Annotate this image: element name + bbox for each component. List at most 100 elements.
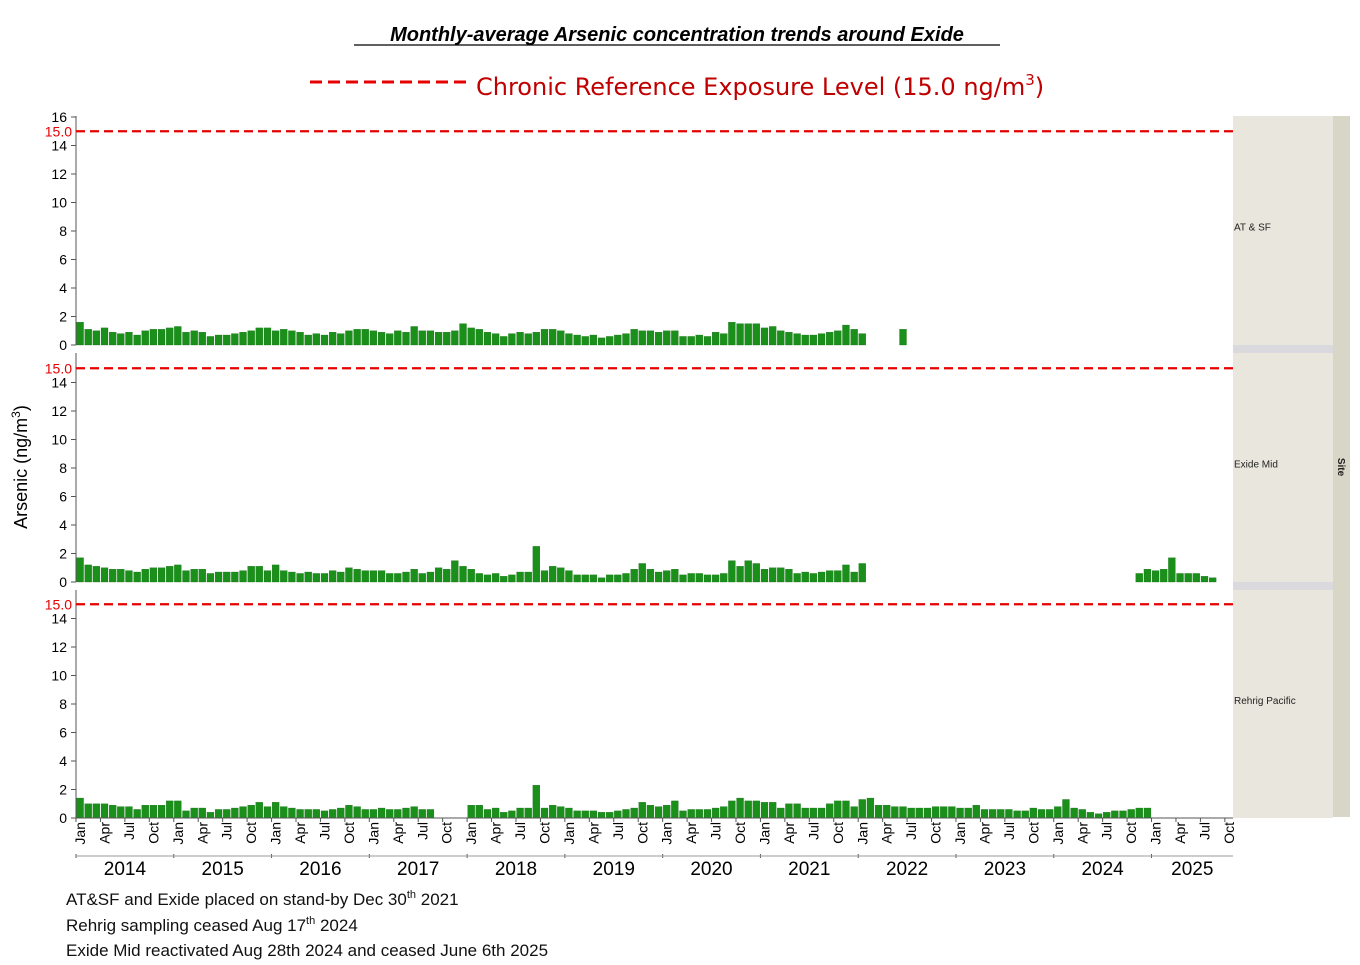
x-month-label: Jan <box>757 822 773 845</box>
bar-rehrig-pacific <box>964 807 972 819</box>
bar-rehrig-pacific <box>581 810 589 819</box>
bar-rehrig-pacific <box>899 806 907 819</box>
bar-exide-mid <box>785 569 793 583</box>
x-month-label: Apr <box>585 822 601 844</box>
x-year-label: 2022 <box>886 859 928 880</box>
x-month-label: Oct <box>1221 822 1237 844</box>
bar-rehrig-pacific <box>475 805 483 819</box>
bar-exide-mid <box>459 566 467 583</box>
bar-at-sf <box>785 332 793 346</box>
bar-rehrig-pacific <box>394 809 402 819</box>
bar-rehrig-pacific <box>100 803 109 819</box>
bar-at-sf <box>540 329 549 346</box>
bar-exide-mid <box>475 573 483 583</box>
bar-exide-mid <box>703 574 712 583</box>
bar-rehrig-pacific <box>785 803 793 819</box>
bar-at-sf <box>695 334 703 346</box>
x-month-label: Jul <box>1197 822 1213 840</box>
bar-at-sf <box>394 330 402 346</box>
bar-exide-mid <box>850 571 858 583</box>
bar-at-sf <box>361 329 369 346</box>
bar-exide-mid <box>826 570 834 583</box>
bar-rehrig-pacific <box>280 806 288 819</box>
bar-exide-mid <box>728 560 736 583</box>
bar-at-sf <box>532 332 540 346</box>
bar-at-sf <box>467 327 475 346</box>
bar-rehrig-pacific <box>956 807 964 819</box>
bar-at-sf <box>100 327 109 346</box>
bar-rehrig-pacific <box>1070 807 1078 819</box>
bar-exide-mid <box>1192 573 1200 583</box>
x-month-label: Jul <box>121 822 137 840</box>
bar-rehrig-pacific <box>247 805 255 819</box>
y-tick-label: 10 <box>51 668 67 684</box>
y-tick-label: 10 <box>51 432 67 448</box>
y-tick-label: 2 <box>59 782 67 798</box>
y-tick-label: 6 <box>59 725 67 741</box>
bar-rehrig-pacific <box>736 797 744 819</box>
bar-rehrig-pacific <box>557 806 565 819</box>
bar-exide-mid <box>589 574 598 583</box>
bar-rehrig-pacific <box>874 805 883 819</box>
x-month-label: Oct <box>1025 822 1041 844</box>
bar-exide-mid <box>1200 576 1209 583</box>
bar-rehrig-pacific <box>133 809 141 819</box>
bar-at-sf <box>402 332 410 346</box>
bar-exide-mid <box>377 570 386 583</box>
bar-exide-mid <box>117 569 125 583</box>
bar-rehrig-pacific <box>198 807 206 819</box>
bar-exide-mid <box>190 569 198 583</box>
bar-rehrig-pacific <box>1086 812 1095 819</box>
bar-exide-mid <box>271 564 280 583</box>
bar-at-sf <box>826 332 834 346</box>
bar-exide-mid <box>402 571 410 583</box>
bar-at-sf <box>410 326 418 346</box>
bar-exide-mid <box>255 566 263 583</box>
bar-rehrig-pacific <box>491 807 500 819</box>
bar-at-sf <box>239 332 247 346</box>
bar-at-sf <box>728 322 736 346</box>
bar-rehrig-pacific <box>1046 809 1054 819</box>
bar-rehrig-pacific <box>940 806 948 819</box>
bar-rehrig-pacific <box>989 809 997 819</box>
x-month-label: Oct <box>732 822 748 844</box>
bar-exide-mid <box>182 570 190 583</box>
footnote-standby: AT&SF and Exide placed on stand-by Dec 3… <box>66 889 459 909</box>
bar-rehrig-pacific <box>1127 809 1135 819</box>
bar-at-sf <box>549 329 557 346</box>
bar-exide-mid <box>752 563 760 583</box>
bar-rehrig-pacific <box>500 812 508 819</box>
bar-at-sf <box>899 329 907 346</box>
bar-rehrig-pacific <box>329 809 337 819</box>
y-tick-label: 0 <box>59 574 67 590</box>
bar-exide-mid <box>296 573 304 583</box>
y-tick-label: 2 <box>59 309 67 325</box>
x-year-label: 2023 <box>984 859 1026 880</box>
bar-rehrig-pacific <box>361 809 369 819</box>
bar-rehrig-pacific <box>304 809 312 819</box>
footnotes: AT&SF and Exide placed on stand-by Dec 3… <box>66 889 548 960</box>
bar-rehrig-pacific <box>125 806 133 819</box>
bar-exide-mid <box>630 569 638 583</box>
bar-exide-mid <box>223 571 231 583</box>
bar-rehrig-pacific <box>1005 809 1013 819</box>
bar-rehrig-pacific <box>296 809 304 819</box>
bar-rehrig-pacific <box>1135 807 1143 819</box>
bar-at-sf <box>793 333 801 346</box>
bar-at-sf <box>426 330 435 346</box>
panel-gap <box>1233 582 1333 590</box>
bar-exide-mid <box>263 570 272 583</box>
bar-rehrig-pacific <box>687 809 695 819</box>
bar-at-sf <box>654 332 663 346</box>
x-month-label: Jul <box>1001 822 1017 840</box>
bar-rehrig-pacific <box>972 805 980 819</box>
x-month-label: Jan <box>561 822 577 845</box>
bar-rehrig-pacific <box>793 803 801 819</box>
bar-exide-mid <box>532 546 540 583</box>
x-year-label: 2017 <box>397 859 439 880</box>
bar-rehrig-pacific <box>263 806 272 819</box>
bar-at-sf <box>671 330 679 346</box>
bar-rehrig-pacific <box>809 807 818 819</box>
bar-rehrig-pacific <box>760 802 769 819</box>
